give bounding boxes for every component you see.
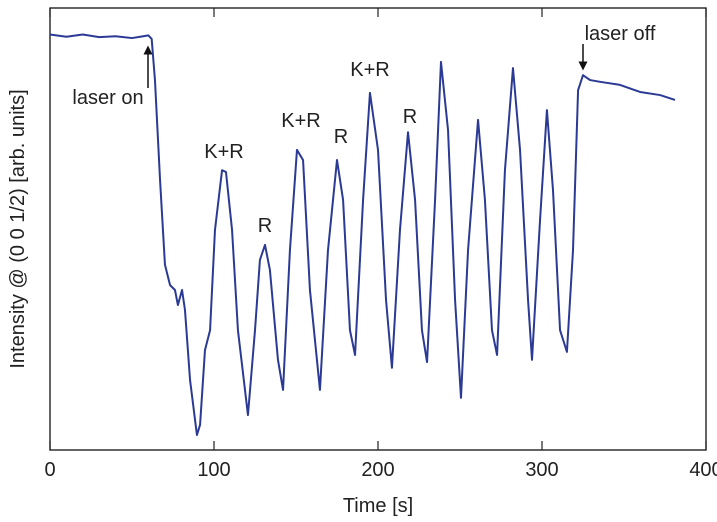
annotation: R [258, 215, 272, 237]
annotation: laser off [585, 23, 656, 45]
annotation: laser on [72, 87, 143, 109]
annotation: K+R [350, 59, 389, 81]
x-tick-label: 100 [197, 459, 230, 481]
annotation: K+R [281, 110, 320, 132]
x-tick-label: 200 [361, 459, 394, 481]
x-tick-label: 0 [44, 459, 55, 481]
x-tick-label: 400 [689, 459, 717, 481]
annotation: R [334, 126, 348, 148]
annotation: K+R [204, 141, 243, 163]
y-axis-label: Intensity @ (0 0 1/2) [arb. units] [7, 89, 29, 368]
annotation: R [403, 106, 417, 128]
x-tick-label: 300 [525, 459, 558, 481]
x-axis-label: Time [s] [343, 495, 413, 517]
data-line [49, 33, 676, 436]
